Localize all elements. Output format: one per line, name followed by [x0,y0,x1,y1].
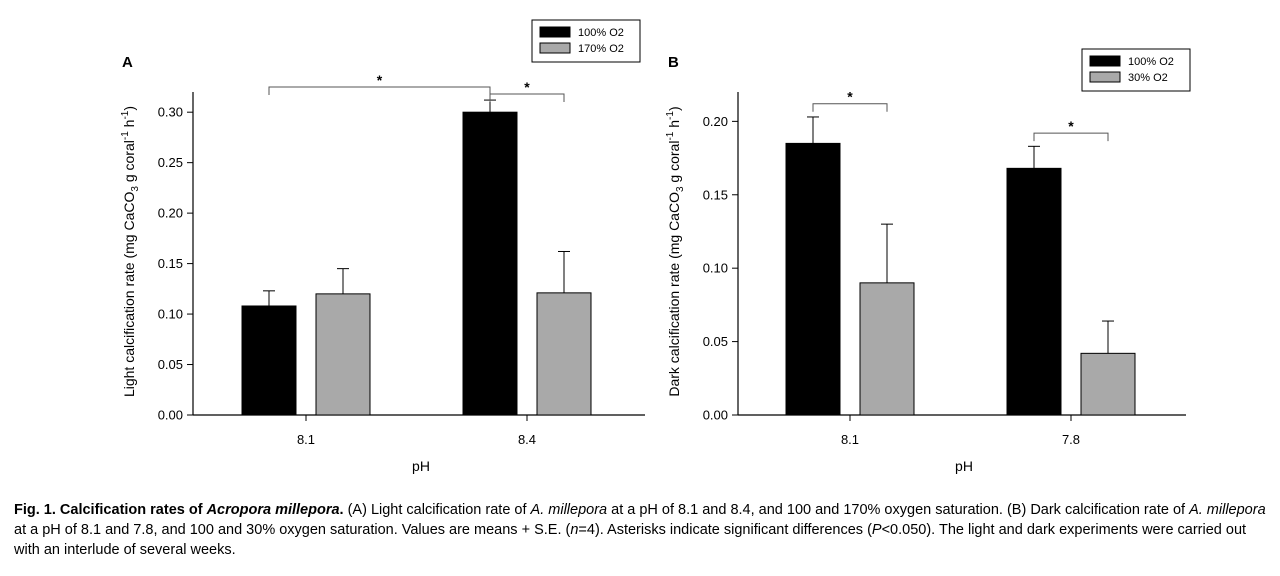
panel-a-x-tick-label: 8.4 [518,432,536,447]
panel-b-significance-bracket [812,103,888,112]
panel-a-y-tick-label: 0.20 [158,206,183,221]
panel-a-y-axis-title-part: -1 [120,131,131,140]
panel-a-significance-bracket [489,93,565,103]
panel-a-label: A [122,54,133,71]
panel-b-y-tick-label: 0.00 [703,408,728,423]
panel-b-x-tick-label: 7.8 [1062,432,1080,447]
panel-a-y-axis-title-part: Light calcification rate (mg CaCO [121,192,137,398]
panel-b-y-tick-label: 0.05 [703,334,728,349]
panel-b-legend-swatch [1089,71,1121,83]
panel-a-bar [536,292,592,416]
panel-b-y-axis-title-part: ) [666,106,682,111]
caption-species: Acropora millepora [206,502,340,518]
panel-b-legend-swatch [1089,55,1121,67]
panel-b-label: B [668,54,679,71]
caption-italic-1: A. millepora [530,502,608,518]
panel-b-bar [859,282,915,416]
panel-b-y-axis-title-part: -1 [665,111,676,120]
panel-a-legend-swatch [539,42,571,54]
panel-b: B 0.00 0.05 0.10 0.15 0.20 8.1 7.8 pH Dark calcif… [665,48,1191,474]
caption-lead-end: . [339,502,344,518]
panel-b-bar [785,142,841,416]
panel-b-legend-label: 100% O2 [1128,56,1174,68]
figure-caption: Fig. 1. Calcification rates of Acropora … [14,500,1274,560]
caption-title: Fig. 1. Calcification rates of Acropora … [14,502,344,518]
panel-a-y-axis-title-part: h [121,120,137,132]
panel-b-y-axis-title-part: Dark calcification rate (mg CaCO [666,192,682,397]
panel-b-significance-star: * [847,89,853,105]
panel-a-y-tick-label: 0.25 [158,155,183,170]
caption-lead: Fig. 1. Calcification rates of [14,502,207,518]
panel-a-x-tick-label: 8.1 [297,432,315,447]
panel-a-y-tick-label: 0.10 [158,307,183,322]
panel-b-x-axis-title: pH [955,458,973,474]
panel-b-legend-label: 30% O2 [1128,72,1168,84]
panel-b-bar [1080,352,1136,416]
panel-a-y-tick-label: 0.30 [158,105,183,120]
panel-a-y-axis-title-part: g coral [121,140,137,186]
panel-b-significance-star: * [1068,118,1074,134]
panel-a-y-axis-title-part: -1 [120,110,131,119]
panel-b-y-axis-title-part: -1 [665,131,676,140]
panel-b-y-tick-label: 0.15 [703,187,728,202]
panel-a-x-axis-title: pH [412,458,430,474]
panel-b-bar [1006,167,1062,416]
caption-text-5: <0.050). The light and dark experiments … [14,522,1247,558]
panel-a-significance-star: * [377,72,383,88]
caption-italic-3: n [570,522,579,538]
panel-b-y-axis-title-part: 3 [675,186,686,192]
caption-italic-4: P [871,522,882,538]
panel-a-bar [315,293,371,416]
panel-b-x-tick-label: 8.1 [841,432,859,447]
panel-a-legend-swatch [539,26,571,38]
panel-a-y-axis-title-part: ) [121,106,137,111]
panel-b-significance-bracket [1033,132,1109,142]
panel-a-significance-star: * [524,79,530,95]
panel-a-y-axis-title-part: 3 [130,186,141,192]
panel-a: A 0.00 0.05 0.10 0.15 0.20 0.25 0.30 8.1 8.4 pH Lig… [120,19,645,474]
panel-b-y-axis-title-part: g coral [666,141,682,187]
panel-a-significance-bracket [268,86,491,95]
caption-text-2: at a pH of 8.1 and 8.4, and 100 and 170%… [607,502,1190,518]
panel-a-y-tick-label: 0.15 [158,256,183,271]
panel-b-y-axis-title: Dark calcification rate (mg CaCO3 g cora… [665,106,686,396]
panel-b-y-tick-label: 0.20 [703,114,728,129]
panel-b-y-axis-title-part: h [666,120,682,132]
panel-a-y-tick-label: 0.05 [158,357,183,372]
panel-b-y-tick-label: 0.10 [703,261,728,276]
panel-a-y-axis-title: Light calcification rate (mg CaCO3 g cor… [120,106,141,397]
caption-italic-2: A. millepora [1189,502,1266,518]
panel-b-legend-box [1081,48,1191,92]
panel-a-bar [241,305,297,416]
figure: A 0.00 0.05 0.10 0.15 0.20 0.25 0.30 8.1 8.4 pH Lig… [120,19,1191,474]
caption-text-3: at a pH of 8.1 and 7.8, and 100 and 30% … [14,522,571,538]
panel-a-y-tick-label: 0.00 [158,408,183,423]
caption-text-4: =4). Asterisks indicate significant diff… [578,522,872,538]
caption-text-1: (A) Light calcification rate of [343,502,531,518]
panel-a-legend-label: 100% O2 [578,27,624,39]
panel-a-bar [462,111,518,416]
panel-a-legend-label: 170% O2 [578,43,624,55]
